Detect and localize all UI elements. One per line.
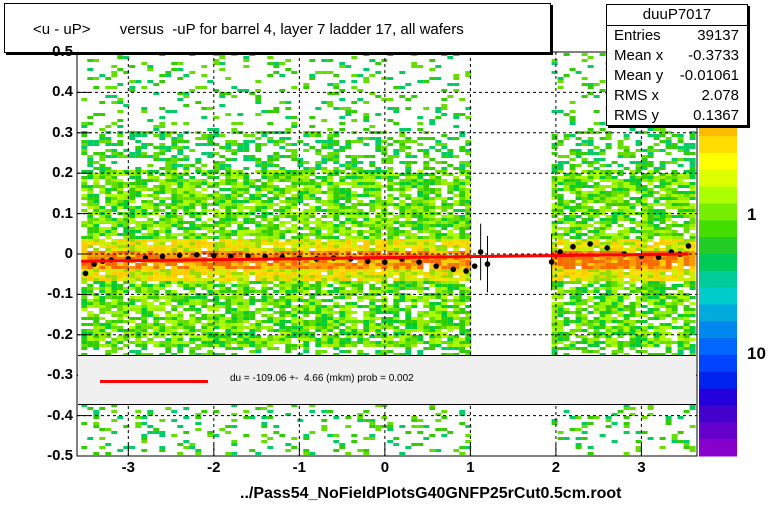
stats-label: Mean x (614, 47, 664, 64)
color-scale-cell (699, 153, 737, 171)
stats-row-mean-y: Mean y -0.01061 (607, 66, 747, 86)
color-scale-cell (699, 338, 737, 356)
profile-point (245, 253, 251, 259)
profile-point (548, 259, 555, 265)
color-scale-cell (699, 169, 737, 188)
profile-point (471, 263, 478, 269)
profile-point (228, 253, 234, 260)
profile-point (557, 249, 563, 255)
profile-point (433, 263, 439, 269)
color-scale-cell (699, 439, 737, 457)
x-tick-label: -3 (121, 459, 135, 476)
color-scale-cell (699, 321, 737, 339)
stats-row-entries: Entries 39137 (607, 26, 747, 46)
color-scale-cell (699, 270, 737, 289)
stats-value: 39137 (697, 27, 739, 44)
y-tick-label: -0.2 (47, 325, 73, 343)
profile-point (82, 270, 89, 277)
color-scale-cell (699, 355, 737, 373)
stats-name: duuP7017 (607, 5, 747, 26)
profile-point (193, 252, 200, 258)
profile-point (477, 249, 484, 255)
color-scale-cell (699, 304, 737, 322)
profile-point (463, 268, 469, 274)
fit-line (81, 252, 689, 263)
color-scale-cell (699, 136, 737, 154)
profile-point (484, 261, 491, 267)
stats-value: -0.3733 (688, 47, 739, 64)
color-scale-cell (699, 220, 737, 238)
stats-value: -0.01061 (679, 67, 739, 84)
y-tick-label: 0.4 (52, 83, 73, 101)
x-tick-label: 0 (380, 459, 390, 476)
color-scale-cell (699, 237, 737, 255)
x-tick-label: -1 (292, 459, 307, 476)
color-scale-cell (699, 371, 737, 390)
color-scale-cell (699, 287, 737, 305)
color-scale-cell (699, 254, 737, 272)
stats-value: 2.078 (701, 87, 739, 104)
stats-label: RMS y (614, 107, 659, 124)
stats-label: Entries (614, 27, 661, 44)
profile-point (159, 253, 166, 260)
fit-legend-text: du = -109.06 +- 4.66 (mkm) prob = 0.002 (230, 373, 414, 384)
y-tick-label: 0 (64, 245, 73, 262)
profile-point (91, 261, 97, 267)
y-tick-label: 0.5 (52, 43, 73, 60)
stats-box: duuP7017 Entries 39137 Mean x -0.3733 Me… (606, 4, 748, 126)
profile-point (416, 259, 422, 265)
stats-row-rms-x: RMS x 2.078 (607, 86, 747, 106)
color-scale-cell (699, 405, 737, 423)
profile-point (176, 252, 183, 259)
y-tick-label: -0.3 (47, 366, 73, 384)
chart-title: <u - uP> versus -uP for barrel 4, layer … (33, 21, 464, 38)
profile-point (604, 245, 611, 251)
x-axis-label: ../Pass54_NoFieldPlotsG40GNFP25rCut0.5cm… (240, 485, 622, 502)
profile-point (450, 266, 457, 273)
z-tick-label: 1 (747, 205, 757, 224)
profile-point (382, 259, 388, 265)
y-tick-label: 0.1 (52, 204, 73, 222)
y-tick-label: -0.5 (47, 447, 73, 464)
y-tick-label: 0.3 (52, 123, 73, 141)
color-scale-cell (699, 422, 737, 440)
y-tick-label: 0.2 (52, 164, 73, 182)
stats-value: 0.1367 (693, 107, 739, 124)
fit-legend-line (100, 380, 208, 383)
profile-point (685, 243, 692, 249)
y-tick-label: -0.4 (47, 406, 73, 424)
fit-legend-box: du = -109.06 +- 4.66 (mkm) prob = 0.002 (78, 355, 696, 405)
z-tick-label: 10 (747, 344, 766, 363)
color-scale-cell (699, 388, 737, 406)
color-scale-cell (699, 186, 737, 204)
stats-row-rms-y: RMS y 0.1367 (607, 106, 747, 126)
profile-point (587, 241, 593, 247)
y-tick-label: -0.1 (47, 285, 73, 303)
x-tick-label: -2 (207, 459, 221, 476)
color-scale-cell (699, 203, 737, 221)
x-tick-label: 1 (466, 459, 475, 476)
x-tick-label: 3 (637, 459, 646, 476)
stats-row-mean-x: Mean x -0.3733 (607, 46, 747, 66)
profile-point (570, 243, 576, 250)
profile-point (364, 258, 371, 265)
stats-label: RMS x (614, 87, 659, 104)
title-box: <u - uP> versus -uP for barrel 4, layer … (4, 3, 551, 53)
x-tick-label: 2 (551, 459, 561, 476)
stats-label: Mean y (614, 67, 664, 84)
profile-point (211, 252, 217, 259)
